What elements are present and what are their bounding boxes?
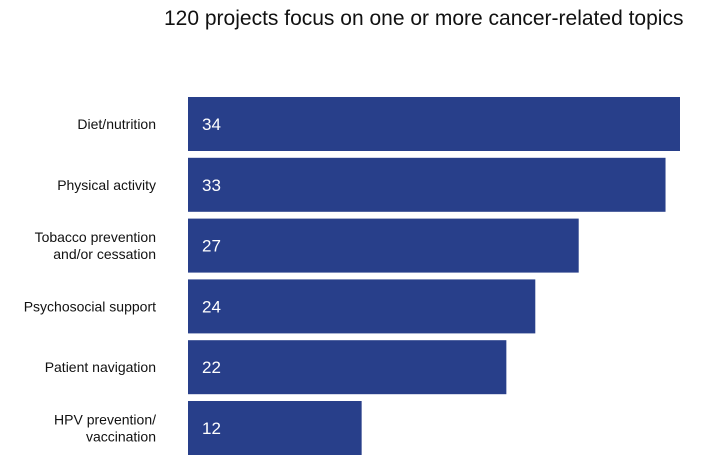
category-label: Tobacco prevention and/or cessation — [35, 229, 156, 262]
bar — [188, 279, 536, 334]
bar — [188, 340, 507, 395]
chart-title: 120 projects focus on one or more cancer… — [164, 7, 684, 30]
bar — [188, 401, 362, 455]
category-label: Patient navigation — [45, 359, 156, 375]
category-label: HPV prevention/vaccination — [54, 412, 156, 445]
bar-value-label: 27 — [202, 237, 221, 256]
category-label: Physical activity — [57, 177, 156, 193]
bar — [188, 157, 666, 212]
bar-value-label: 34 — [202, 115, 221, 134]
bar — [188, 97, 680, 151]
category-label: Diet/nutrition — [77, 116, 156, 132]
bar-value-label: 24 — [202, 297, 221, 316]
bar-value-label: 12 — [202, 419, 221, 438]
bar — [188, 218, 579, 273]
bar-value-label: 22 — [202, 358, 221, 377]
category-label: Psychosocial support — [24, 298, 156, 314]
bar-value-label: 33 — [202, 176, 221, 195]
